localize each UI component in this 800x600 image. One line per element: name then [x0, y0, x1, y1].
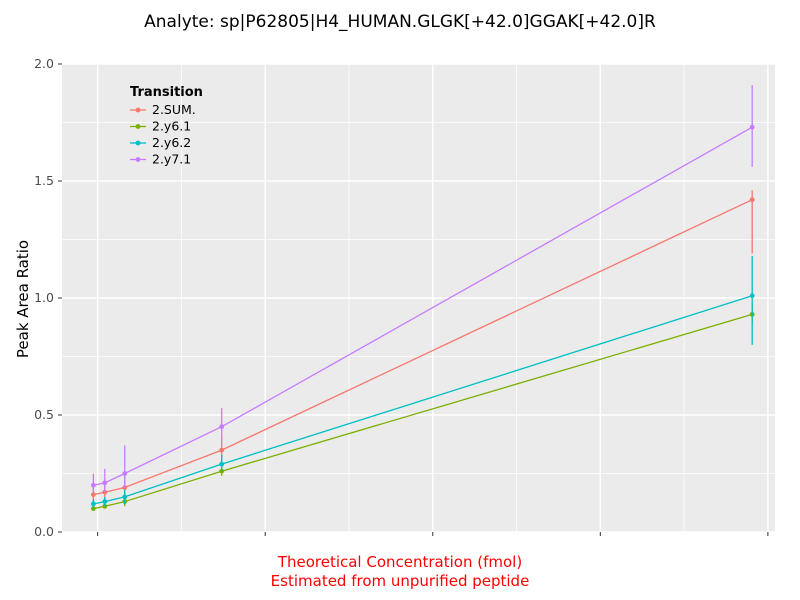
series-2.y7.1 — [90, 85, 755, 495]
data-point — [90, 501, 96, 507]
data-point — [749, 197, 755, 203]
y-tick-label: 2.0 — [34, 56, 54, 71]
data-point — [749, 124, 755, 130]
data-point — [219, 447, 225, 453]
legend-entry-label: 2.SUM. — [152, 102, 196, 117]
legend-title: Transition — [130, 85, 203, 100]
data-point — [122, 471, 128, 476]
legend-key-point — [135, 124, 141, 129]
data-point — [102, 480, 108, 486]
legend-key-point — [135, 157, 141, 162]
data-point — [219, 424, 225, 430]
data-point — [102, 499, 108, 504]
legend-entry-label: 2.y6.1 — [152, 119, 191, 134]
y-tick-label: 0.0 — [34, 524, 54, 539]
series-2.y6.2 — [90, 255, 755, 509]
axes: 0.0 0.5 1.0 1.5 2.0 — [34, 56, 769, 539]
data-point — [749, 293, 755, 299]
y-tick-label: 1.5 — [34, 173, 54, 188]
x-axis-label-line2: Estimated from unpurified peptide — [270, 572, 530, 590]
data-point — [90, 482, 96, 488]
y-tick-label: 1.0 — [34, 290, 54, 305]
legend-entry-label: 2.y6.2 — [152, 135, 191, 150]
data-point — [122, 494, 128, 500]
x-axis-label-line1: Theoretical Concentration (fmol) — [277, 553, 523, 571]
legend-entry-label: 2.y7.1 — [152, 152, 191, 167]
y-tick-label: 0.5 — [34, 407, 54, 422]
legend-key-point — [135, 107, 141, 113]
data-point — [219, 461, 225, 467]
chart-title: Analyte: sp|P62805|H4_HUMAN.GLGK[+42.0]G… — [144, 12, 656, 32]
legend-key-point — [135, 140, 141, 146]
legend: Transition 2.SUM. 2.y6.12.y6.2 2.y7.1 — [130, 85, 203, 167]
